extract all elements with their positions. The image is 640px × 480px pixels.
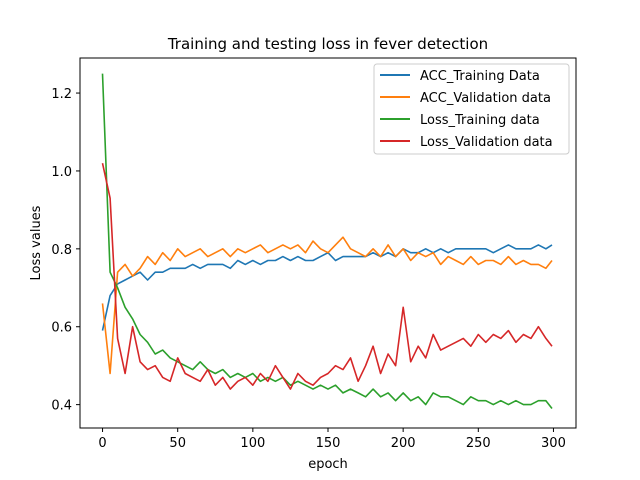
series-line-loss-training-data bbox=[101, 73, 553, 409]
y-axis-label: Loss values bbox=[29, 205, 44, 280]
y-tick-label: 0.4 bbox=[51, 399, 72, 414]
x-tick-label: 150 bbox=[316, 436, 341, 451]
legend-label-loss-validation: Loss_Validation data bbox=[420, 135, 553, 150]
x-axis-label: epoch bbox=[308, 457, 348, 472]
y-axis: 0.4 0.6 0.8 1.0 1.2 bbox=[51, 87, 80, 414]
legend-label-loss-training: Loss_Training data bbox=[420, 113, 540, 128]
x-tick-label: 0 bbox=[98, 436, 106, 451]
legend-box bbox=[373, 63, 570, 155]
y-tick-label: 0.8 bbox=[51, 243, 72, 258]
chart-title: Training and testing loss in fever detec… bbox=[167, 35, 488, 53]
x-tick-label: 200 bbox=[391, 436, 416, 451]
legend-label-acc-validation: ACC_Validation data bbox=[420, 91, 551, 106]
series-line-acc-validation-data bbox=[101, 236, 553, 375]
x-tick-label: 100 bbox=[240, 436, 265, 451]
series-line-loss-validation-data bbox=[101, 163, 553, 390]
y-tick-label: 0.6 bbox=[51, 321, 72, 336]
y-tick-label: 1.0 bbox=[51, 165, 72, 180]
x-tick-label: 50 bbox=[169, 436, 186, 451]
legend-label-acc-training: ACC_Training Data bbox=[420, 69, 540, 84]
y-tick-label: 1.2 bbox=[51, 87, 72, 102]
x-axis: 0 50 100 150 200 250 300 bbox=[98, 428, 566, 451]
x-tick-label: 250 bbox=[466, 436, 491, 451]
legend: ACC_Training Data ACC_Validation data Lo… bbox=[373, 63, 570, 155]
series-layer bbox=[101, 73, 553, 409]
x-tick-label: 300 bbox=[541, 436, 566, 451]
